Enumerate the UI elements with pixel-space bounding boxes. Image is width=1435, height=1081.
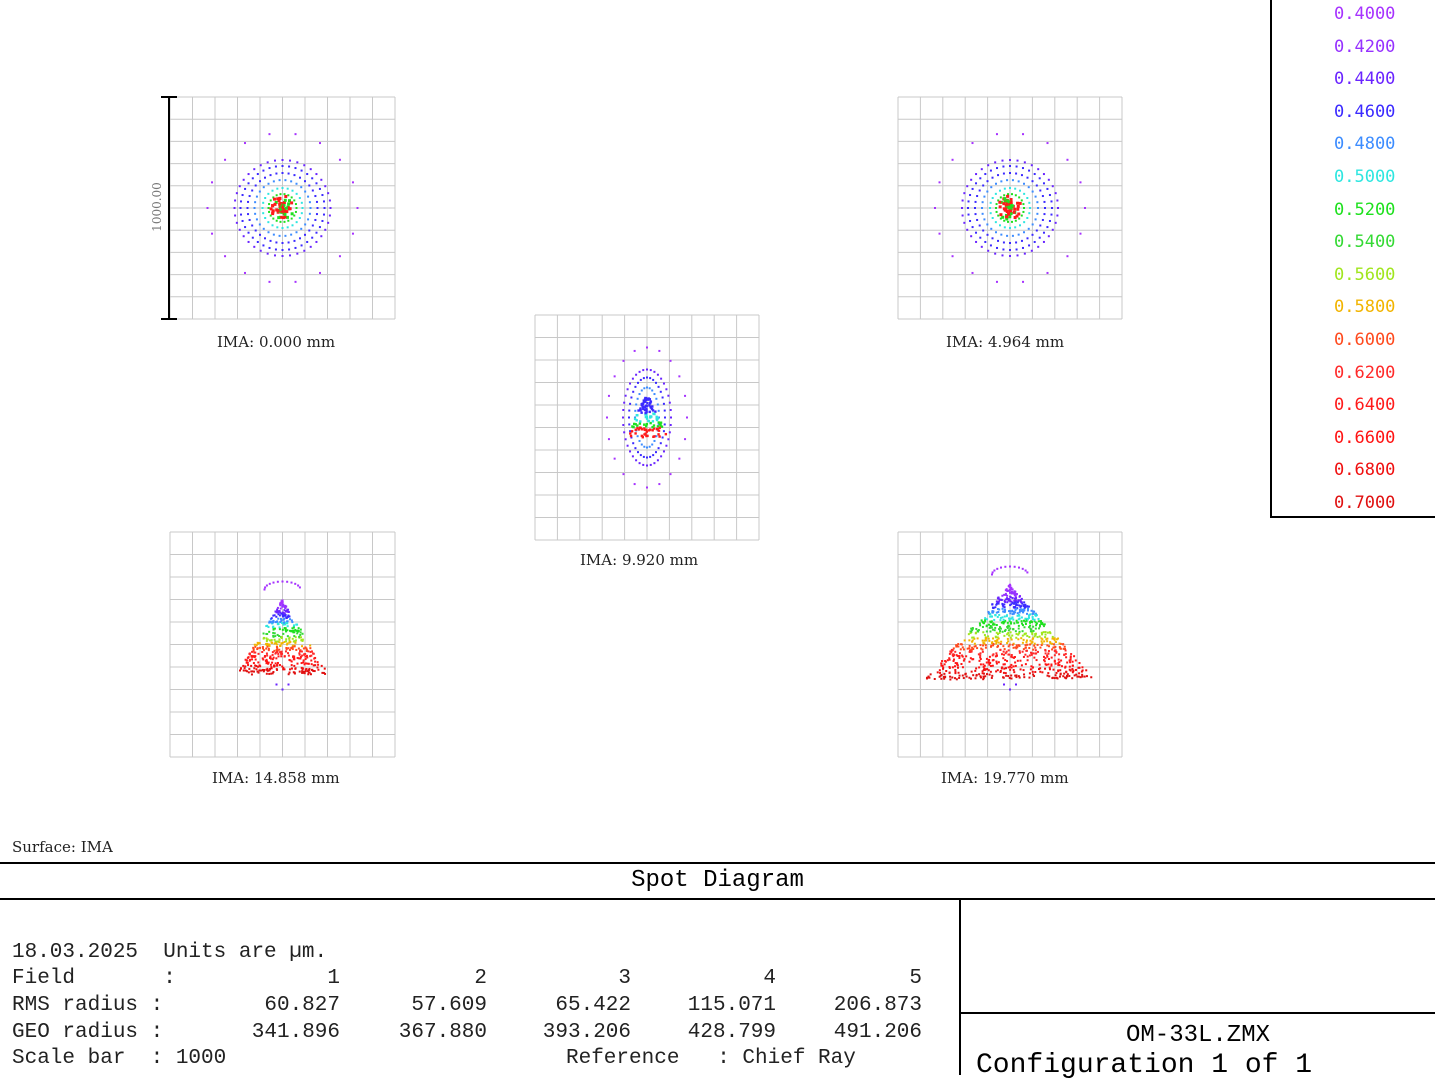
spot-label-field-4: IMA: 14.858 mm — [212, 769, 340, 787]
scale-bar-label: 1000.00 — [149, 182, 164, 232]
lens-file-name: OM-33L.ZMX — [1125, 1022, 1271, 1049]
info-geo-label: GEO radius : — [12, 1021, 164, 1044]
legend-wavelength-13: 0.6600 — [1334, 427, 1396, 448]
info-rms-2: 57.609 — [411, 994, 487, 1017]
legend-wavelength-2: 0.4400 — [1334, 69, 1396, 90]
legend-wavelength-12: 0.6400 — [1334, 395, 1396, 416]
spot-diagram-plot — [161, 96, 1123, 758]
scale-bar — [161, 96, 177, 320]
legend-wavelength-1: 0.4200 — [1334, 36, 1396, 57]
spot-field-5 — [897, 531, 1123, 758]
info-date-units: 18.03.2025 Units are µm. — [12, 941, 328, 964]
info-fields-1: 1 — [327, 967, 340, 990]
spot-rays-4 — [238, 580, 327, 691]
spot-label-field-5: IMA: 19.770 mm — [941, 769, 1069, 787]
spot-grid-3 — [534, 314, 760, 541]
spot-label-field-1: IMA: 0.000 mm — [217, 333, 336, 351]
info-fields-3: 3 — [618, 967, 631, 990]
configuration-label: Configuration 1 of 1 — [976, 1050, 1313, 1081]
info-scale-bar: Scale bar : 1000 — [12, 1047, 227, 1070]
legend-wavelength-4: 0.4800 — [1334, 134, 1396, 155]
info-rms-4: 115.071 — [687, 994, 776, 1017]
spot-rays-2 — [934, 133, 1086, 283]
info-rms-5: 206.873 — [833, 994, 922, 1017]
info-fields-2: 2 — [474, 967, 487, 990]
legend-wavelength-11: 0.6200 — [1334, 362, 1396, 383]
info-fields-5: 5 — [909, 967, 922, 990]
info-divider-vertical — [959, 900, 961, 1075]
legend-wavelength-6: 0.5200 — [1334, 199, 1396, 220]
legend-wavelength-5: 0.5000 — [1334, 167, 1396, 187]
legend-wavelength-8: 0.5600 — [1334, 264, 1396, 285]
spot-grid-5 — [897, 531, 1123, 758]
legend-wavelength-14: 0.6800 — [1334, 460, 1396, 481]
spot-rays-3 — [606, 346, 688, 489]
info-geo-4: 428.799 — [687, 1021, 776, 1044]
legend-wavelength-10: 0.6000 — [1334, 330, 1396, 350]
spot-rays-5 — [925, 565, 1093, 691]
spot-field-4 — [169, 531, 396, 758]
info-geo-5: 491.206 — [833, 1021, 922, 1044]
legend-wavelength-0: 0.4000 — [1334, 4, 1396, 24]
info-reference: Reference : Chief Ray — [566, 1047, 856, 1070]
legend-wavelength-3: 0.4600 — [1334, 101, 1396, 122]
plot-title: Spot Diagram — [0, 862, 1435, 900]
info-geo-3: 393.206 — [542, 1021, 631, 1044]
spot-label-field-3: IMA: 9.920 mm — [580, 551, 699, 569]
info-rms-3: 65.422 — [555, 994, 631, 1017]
info-geo-1: 341.896 — [251, 1021, 340, 1044]
spot-grid-4 — [169, 531, 396, 758]
spot-field-1 — [169, 96, 396, 320]
info-divider-horizontal — [961, 1012, 1435, 1014]
info-rms-label: RMS radius : — [12, 994, 164, 1017]
spot-rays-1 — [206, 133, 359, 283]
spot-field-2 — [897, 96, 1123, 320]
legend-wavelength-15: 0.7000 — [1334, 493, 1396, 513]
spot-field-3 — [534, 314, 760, 541]
info-fields-4: 4 — [763, 967, 776, 990]
info-rms-1: 60.827 — [264, 994, 340, 1017]
spot-label-field-2: IMA: 4.964 mm — [946, 333, 1065, 351]
legend-wavelength-9: 0.5800 — [1334, 297, 1396, 318]
surface-label: Surface: IMA — [12, 838, 113, 856]
legend-wavelength-7: 0.5400 — [1334, 232, 1396, 253]
info-field-label: Field : — [12, 967, 176, 990]
wavelength-legend: 0.4000 0.4200 0.4400 0.4600 0.4800 0.5000 0.52… — [1270, 0, 1435, 518]
info-geo-2: 367.880 — [398, 1021, 487, 1044]
